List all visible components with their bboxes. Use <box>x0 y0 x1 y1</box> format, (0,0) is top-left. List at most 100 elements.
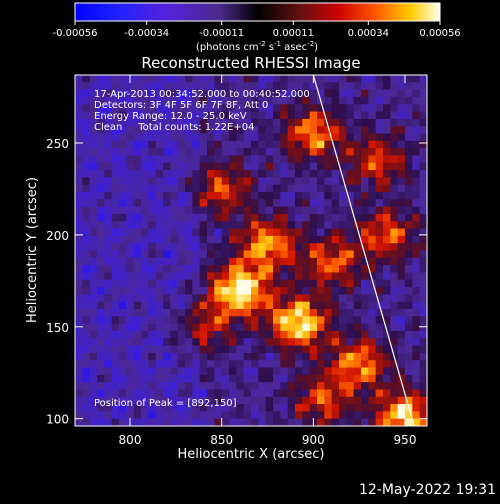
heatmap-cell <box>302 389 311 398</box>
heatmap-cell <box>405 228 413 237</box>
heatmap-cell <box>258 323 267 332</box>
heatmap-cell <box>229 192 237 200</box>
heatmap-cell <box>273 170 281 178</box>
heatmap-cell <box>229 162 237 171</box>
heatmap-cell <box>309 294 318 303</box>
heatmap-cell <box>163 367 171 376</box>
heatmap-cell <box>236 374 245 383</box>
heatmap-cell <box>331 323 340 332</box>
heatmap-cell <box>133 213 142 222</box>
heatmap-cell <box>82 309 91 317</box>
heatmap-cell <box>390 316 399 325</box>
heatmap-cell <box>97 140 105 149</box>
heatmap-cell <box>265 374 274 383</box>
heatmap-cell <box>163 221 171 229</box>
heatmap-cell <box>287 140 296 149</box>
heatmap-cell <box>82 257 91 266</box>
heatmap-cell <box>375 228 384 237</box>
heatmap-cell <box>141 301 149 310</box>
heatmap-cell <box>265 352 274 361</box>
heatmap-cell <box>317 404 325 412</box>
heatmap-cell <box>243 133 252 142</box>
heatmap-cell <box>265 82 274 91</box>
heatmap-cell <box>141 287 149 295</box>
heatmap-cell <box>339 382 347 390</box>
heatmap-cell <box>214 338 223 346</box>
heatmap-cell <box>368 75 377 83</box>
heatmap-cell <box>207 367 215 376</box>
heatmap-cell <box>287 82 296 91</box>
heatmap-cell <box>339 257 347 266</box>
x-axis-label: Heliocentric X (arcsec) <box>178 447 325 462</box>
heatmap-cell <box>361 323 369 332</box>
heatmap-cell <box>273 148 281 156</box>
heatmap-cell <box>243 213 252 222</box>
heatmap-cell <box>383 279 391 288</box>
heatmap-cell <box>251 352 259 361</box>
heatmap-cell <box>185 250 193 259</box>
heatmap-cell <box>383 184 391 193</box>
heatmap-cell <box>258 82 267 91</box>
heatmap-cell <box>368 170 377 178</box>
heatmap-cell <box>97 330 105 339</box>
heatmap-cell <box>75 82 83 91</box>
heatmap-cell <box>192 228 201 237</box>
heatmap-cell <box>331 374 340 383</box>
heatmap-cell <box>163 411 171 420</box>
heatmap-cell <box>89 411 98 420</box>
heatmap-cell <box>221 404 230 412</box>
heatmap-cell <box>229 360 237 368</box>
heatmap-cell <box>89 396 98 405</box>
heatmap-cell <box>346 301 355 310</box>
heatmap-cell <box>185 75 193 83</box>
heatmap-cell <box>273 140 281 149</box>
heatmap-cell <box>141 323 149 332</box>
heatmap-cell <box>258 404 267 412</box>
heatmap-cell <box>229 228 237 237</box>
heatmap-cell <box>119 75 127 83</box>
heatmap-cell <box>375 118 384 127</box>
heatmap-cell <box>295 389 303 398</box>
annotation-energy-range: Energy Range: 12.0 - 25.0 keV <box>94 111 247 122</box>
heatmap-cell <box>177 301 186 310</box>
heatmap-cell <box>97 126 105 134</box>
heatmap-cell <box>170 155 179 164</box>
heatmap-cell <box>221 265 230 273</box>
heatmap-cell <box>287 235 296 244</box>
heatmap-cell <box>82 272 91 281</box>
heatmap-cell <box>126 257 135 266</box>
heatmap-cell <box>177 206 186 215</box>
heatmap-cell <box>243 235 252 244</box>
heatmap-cell <box>89 250 98 259</box>
heatmap-cell <box>287 111 296 120</box>
heatmap-cell <box>324 89 333 98</box>
heatmap-cell <box>207 243 215 251</box>
heatmap-cell <box>324 382 333 390</box>
heatmap-cell <box>353 177 362 186</box>
heatmap-cell <box>155 418 164 426</box>
heatmap-cell <box>199 309 208 317</box>
heatmap-cell <box>375 345 384 354</box>
heatmap-cell <box>214 170 223 178</box>
heatmap-cell <box>412 89 421 98</box>
heatmap-cell <box>339 104 347 112</box>
heatmap-cell <box>265 272 274 281</box>
heatmap-cell <box>97 287 105 295</box>
heatmap-cell <box>302 396 311 405</box>
heatmap-cell <box>339 75 347 83</box>
heatmap-cell <box>155 89 164 98</box>
heatmap-cell <box>177 155 186 164</box>
heatmap-cell <box>258 162 267 171</box>
heatmap-cell <box>155 352 164 361</box>
heatmap-cell <box>104 294 113 303</box>
heatmap-cell <box>229 213 237 222</box>
heatmap-cell <box>236 126 245 134</box>
heatmap-cell <box>361 162 369 171</box>
heatmap-cell <box>361 294 369 303</box>
heatmap-cell <box>287 228 296 237</box>
heatmap-cell <box>104 177 113 186</box>
heatmap-cell <box>192 287 201 295</box>
heatmap-cell <box>104 213 113 222</box>
heatmap-cell <box>339 126 347 134</box>
heatmap-cell <box>214 272 223 281</box>
